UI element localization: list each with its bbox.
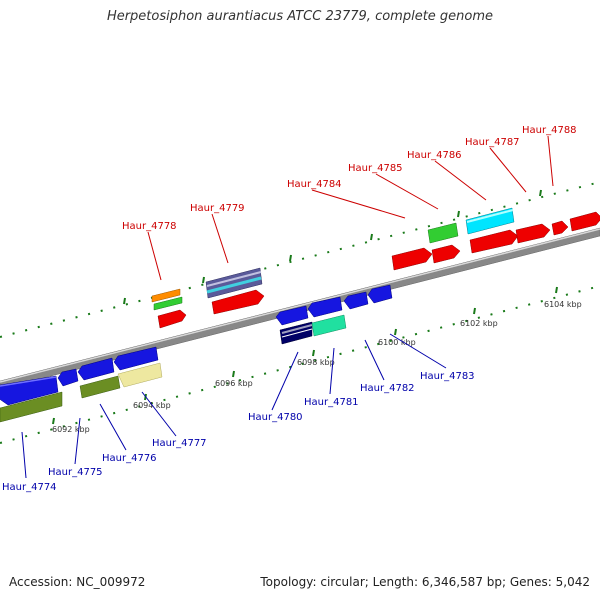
map-title: Herpetosiphon aurantiacus ATCC 23779, co…	[106, 9, 494, 24]
gene-haur-4774-olive[interactable]	[0, 391, 63, 423]
gene-haur-4787[interactable]	[515, 223, 551, 244]
gene-haur-4777[interactable]	[117, 362, 163, 388]
gene-haur-4778[interactable]	[151, 288, 187, 329]
tick-label: 6104 kbp	[544, 300, 582, 309]
gene-haur-4779[interactable]	[205, 267, 265, 315]
gene-haur-4786[interactable]	[465, 207, 515, 235]
gene-haur-4777-blue[interactable]	[113, 346, 159, 371]
gene-haur-4775[interactable]	[57, 368, 79, 387]
gene-label[interactable]: Haur_4787	[465, 137, 520, 148]
gene-label[interactable]: Haur_4786	[407, 150, 462, 161]
gene-haur-4788[interactable]	[551, 211, 600, 236]
gene-label[interactable]: Haur_4782	[360, 383, 415, 394]
gene-label[interactable]: Haur_4776	[102, 453, 157, 464]
gene-haur-4776-blue[interactable]	[77, 357, 115, 381]
gene-haur-4785[interactable]	[431, 244, 461, 264]
gene-haur-4776[interactable]	[79, 375, 121, 399]
accession-text: Accession: NC_009972	[9, 575, 146, 589]
tick-label: 6098 kbp	[297, 358, 335, 367]
gene-label[interactable]: Haur_4780	[248, 412, 303, 423]
gene-label[interactable]: Haur_4775	[48, 467, 103, 478]
gene-haur-4786-red[interactable]	[469, 229, 519, 254]
gene-haur-4774[interactable]	[0, 375, 59, 406]
gene-haur-4782[interactable]	[343, 291, 369, 310]
gene-label[interactable]: Haur_4783	[420, 371, 475, 382]
tick-label: 6102 kbp	[460, 319, 498, 328]
gene-haur-4780-blue[interactable]	[275, 305, 309, 326]
gene-label[interactable]: Haur_4779	[190, 203, 245, 214]
gene-label[interactable]: Haur_4785	[348, 163, 403, 174]
gene-label[interactable]: Haur_4774	[2, 482, 57, 493]
gene-label[interactable]: Haur_4778	[122, 221, 177, 232]
gene-label[interactable]: Haur_4777	[152, 438, 207, 449]
gene-label[interactable]: Haur_4781	[304, 397, 359, 408]
tick-label: 6092 kbp	[52, 425, 90, 434]
tick-label: 6100 kbp	[378, 338, 416, 347]
gene-haur-4780[interactable]	[279, 321, 313, 345]
gene-haur-4783[interactable]	[367, 284, 393, 304]
gene-haur-4784[interactable]	[391, 247, 433, 271]
gene-haur-4781-blue[interactable]	[307, 296, 343, 318]
gene-label[interactable]: Haur_4784	[287, 179, 342, 190]
gene-label[interactable]: Haur_4788	[522, 125, 577, 136]
gene-haur-4785-green[interactable]	[427, 222, 459, 244]
genome-summary: Topology: circular; Length: 6,346,587 bp…	[260, 575, 590, 589]
gene-haur-4781[interactable]	[311, 314, 347, 337]
tick-label: 6096 kbp	[215, 379, 253, 388]
